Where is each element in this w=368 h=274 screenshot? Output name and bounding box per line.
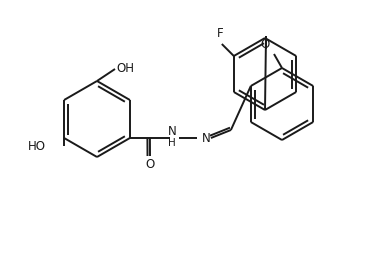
Text: F: F (216, 27, 223, 40)
Text: HO: HO (28, 139, 46, 153)
Text: O: O (145, 158, 155, 171)
Text: OH: OH (116, 62, 134, 76)
Text: H: H (168, 138, 176, 148)
Text: O: O (261, 38, 270, 51)
Text: N: N (202, 132, 210, 144)
Text: N: N (167, 125, 176, 138)
